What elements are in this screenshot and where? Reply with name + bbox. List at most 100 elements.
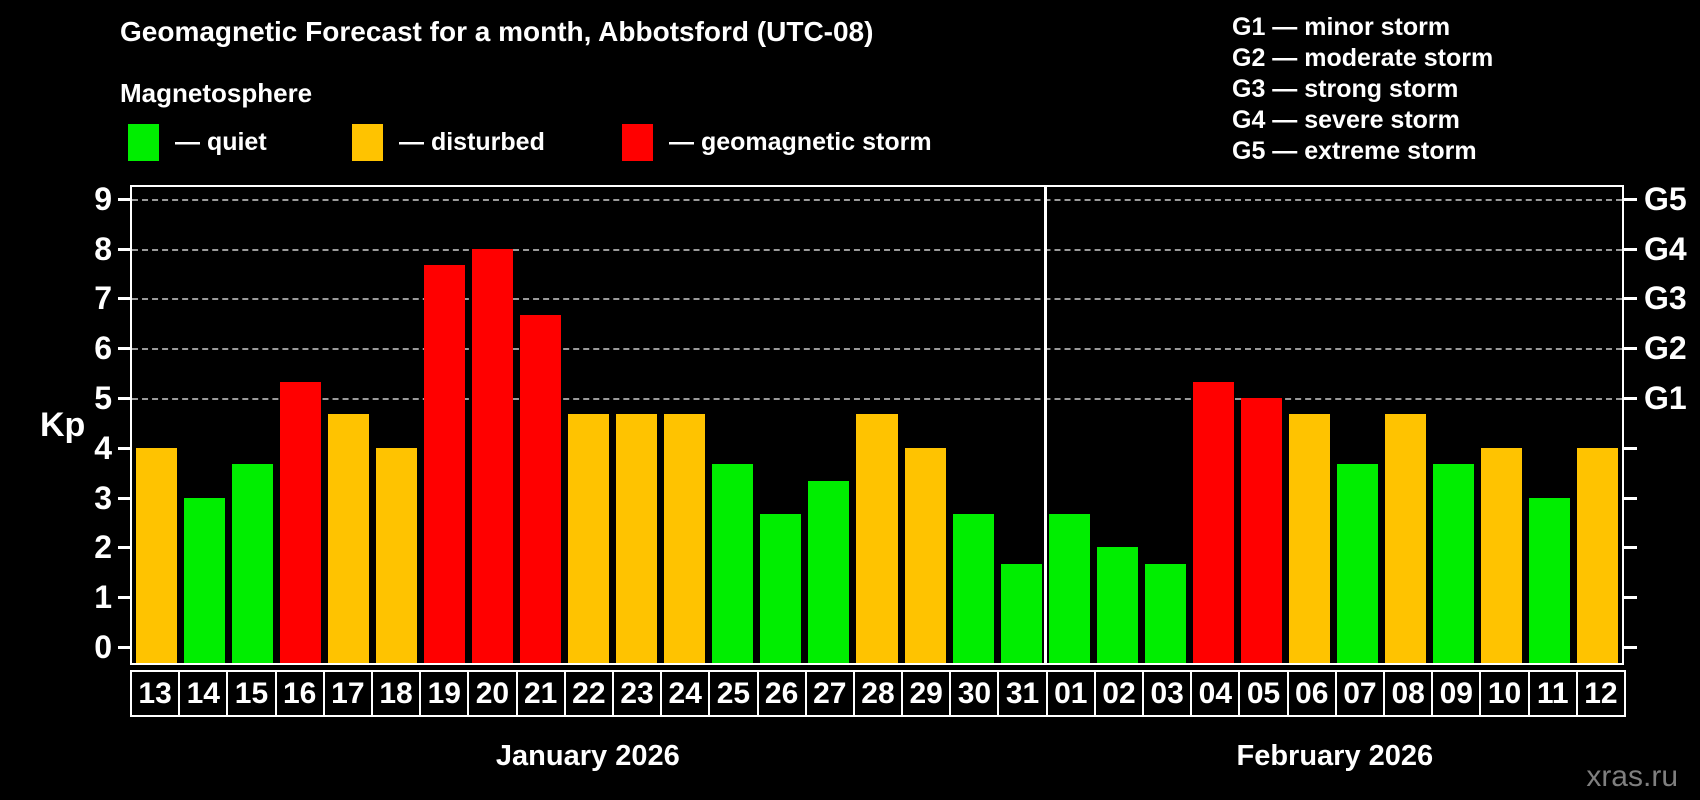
day-box-24: 24 [660,670,711,717]
day-box-01: 01 [1045,670,1096,717]
day-box-08: 08 [1383,670,1434,717]
ytick-label-7: 7 [94,280,112,317]
right-tick-6 [1624,347,1637,351]
ytick-label-6: 6 [94,330,112,367]
legend-swatch-storm [622,124,653,161]
left-tick-6 [118,347,131,351]
left-tick-3 [118,496,131,500]
day-box-15: 15 [226,670,277,717]
kp-bar-day-13 [135,447,177,663]
kp-bar-day-29 [904,447,946,663]
kp-bar-day-31 [1000,563,1042,663]
day-box-18: 18 [370,670,422,717]
g-label-G3: G3 [1644,280,1687,317]
left-tick-5 [118,397,131,400]
kp-bar-day-12 [1577,447,1619,663]
ytick-label-9: 9 [94,180,112,217]
storm-scale-legend: G1 — minor storm G2 — moderate storm G3 — … [1232,12,1493,167]
month-label-1: February 2026 [1236,740,1434,772]
chart-frame [130,185,1624,665]
kp-bar-day-14 [183,497,225,663]
left-tick-0 [118,646,131,649]
right-tick-2 [1624,546,1637,550]
day-box-17: 17 [322,670,373,717]
day-box-05: 05 [1238,670,1289,717]
kp-bar-day-26 [760,514,802,663]
day-box-27: 27 [804,670,855,717]
g-label-G4: G4 [1644,230,1687,267]
right-tick-4 [1624,446,1637,450]
right-tick-8 [1624,247,1637,251]
day-box-19: 19 [419,670,470,717]
kp-bar-day-18 [375,447,417,663]
kp-bar-day-23 [616,414,658,663]
month-label-row: January 2026 February 2026 [0,740,1700,776]
day-box-25: 25 [708,670,759,717]
legend-item-storm: — geomagnetic storm [622,124,932,161]
kp-bar-day-08 [1385,414,1427,663]
gridline-kp8 [132,248,1622,251]
watermark: xras.ru [1586,760,1678,793]
day-box-11: 11 [1527,670,1578,717]
day-box-21: 21 [515,670,566,717]
kp-bar-day-22 [568,414,610,663]
kp-bar-day-10 [1481,447,1523,663]
legend-item-quiet: — quiet [128,124,267,161]
left-tick-4 [118,446,131,450]
ytick-label-3: 3 [94,479,112,516]
kp-bar-day-04 [1192,381,1234,663]
left-tick-7 [118,297,131,301]
ytick-label-5: 5 [94,380,112,416]
gridline-kp7 [132,298,1622,301]
day-box-26: 26 [756,670,807,717]
kp-bar-day-17 [327,414,369,663]
kp-bar-day-06 [1289,414,1331,663]
legend-label-disturbed: — disturbed [399,128,545,156]
day-box-20: 20 [467,670,518,717]
kp-bar-day-03 [1144,563,1186,663]
storm-scale-line-2: G2 — moderate storm [1232,44,1494,72]
kp-bar-day-25 [712,464,754,663]
day-label-row: 13 14 15 16 17 18 19 20 21 22 23 24 25 26 27 28 29 30 31 01… [130,670,1630,717]
legend-swatch-disturbed [352,124,383,161]
g-label-G5: G5 [1644,180,1687,217]
kp-bar-day-19 [423,265,465,663]
g-label-G2: G2 [1644,330,1687,367]
left-tick-9 [118,197,131,201]
day-box-29: 29 [901,670,952,717]
month-label-0: January 2026 [495,740,680,772]
kp-bar-day-20 [471,248,513,663]
day-box-31: 31 [997,670,1048,717]
legend-label-quiet: — quiet [175,128,267,156]
kp-bar-day-24 [664,414,706,663]
page-title: Geomagnetic Forecast for a month, Abbots… [120,16,874,47]
right-tick-0 [1624,646,1637,649]
kp-bar-day-11 [1529,497,1571,663]
day-box-06: 06 [1286,670,1337,717]
kp-bar-day-21 [520,314,562,663]
kp-bar-day-16 [279,381,321,663]
gridline-kp5 [132,398,1622,400]
kp-bar-day-09 [1433,464,1475,663]
day-box-12: 12 [1575,670,1626,717]
right-tick-7 [1624,297,1637,301]
kp-bar-day-15 [231,464,273,663]
storm-scale-line-4: G4 — severe storm [1232,106,1460,134]
right-tick-5 [1624,397,1637,400]
left-tick-1 [118,596,131,600]
left-tick-8 [118,247,131,251]
day-box-28: 28 [852,670,904,717]
gridline-kp9 [132,198,1622,201]
kp-bar-day-02 [1096,547,1138,663]
magnetosphere-subtitle: Magnetosphere [120,78,313,108]
gridline-kp6 [132,348,1622,351]
ytick-label-0: 0 [94,629,112,665]
kp-bar-day-27 [808,481,850,663]
kp-bar-day-28 [856,414,898,663]
ytick-label-4: 4 [94,429,112,466]
ytick-label-8: 8 [94,230,112,267]
legend-swatch-quiet [128,124,159,161]
kp-bar-day-05 [1240,398,1283,663]
